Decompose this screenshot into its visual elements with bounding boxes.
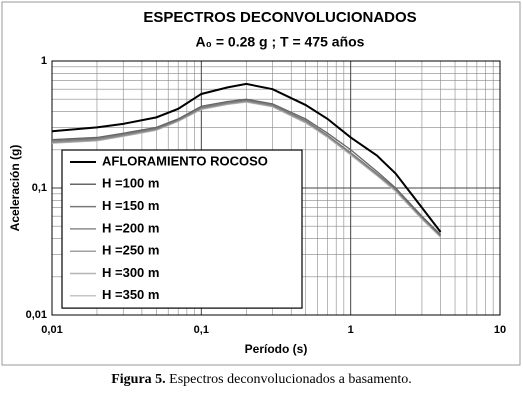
x-tick-label: 10 [494,324,506,336]
y-tick-label: 0,01 [26,309,47,321]
legend-label: H =300 m [102,265,159,280]
legend: AFLORAMIENTO ROCOSO H =100 m H =150 m H =20… [61,149,303,309]
plot-border [51,60,501,316]
caption-label: Figura 5. [111,372,166,387]
caption-text: Espectros deconvolucionados a basamento. [169,372,412,387]
series-line [51,82,442,233]
y-axis-title: Aceleración (g) [8,145,22,232]
x-axis-title: Período (s) [245,342,308,356]
legend-box [61,149,303,309]
chart-subtitle: A₀ = 0.28 g ; T = 475 años [196,34,365,50]
y-tick-label: 1 [41,55,47,67]
x-tick-label: 1 [348,324,354,336]
x-tick-label: 0,1 [194,324,209,336]
legend-label: H =350 m [102,287,159,302]
chart: ESPECTROS DECONVOLUCIONADOS A₀ = 0.28 g … [1,1,521,366]
legend-label: AFLORAMIENTO ROCOSO [102,153,268,168]
series-line [51,99,442,237]
series-line [51,98,442,236]
legend-label: H =150 m [102,198,159,213]
caption: Figura 5. Espectros deconvolucionados a … [0,372,523,388]
legend-label: H =200 m [102,220,159,235]
legend-label: H =100 m [102,176,159,191]
chart-title: ESPECTROS DECONVOLUCIONADOS [143,9,416,26]
x-tick-label: 0,01 [41,324,62,336]
y-tick-label: 0,1 [32,182,47,194]
legend-label: H =250 m [102,243,159,258]
